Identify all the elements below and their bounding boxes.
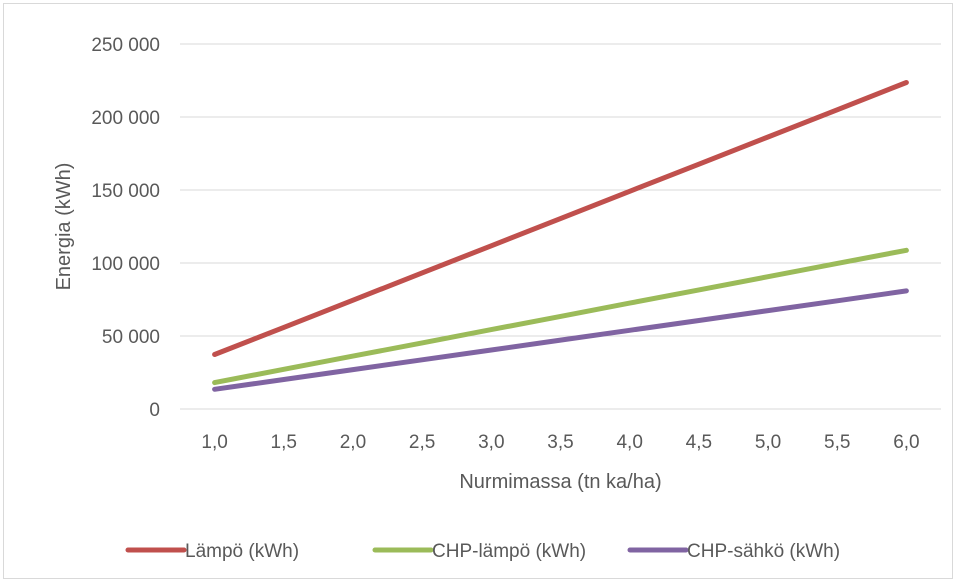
x-tick-label: 1,5	[271, 432, 297, 453]
x-tick-label: 4,0	[616, 432, 642, 453]
series-line-2	[212, 288, 909, 392]
legend-label: CHP-lämpö (kWh)	[432, 541, 586, 562]
x-axis-title: Nurmimassa (tn ka/ha)	[459, 471, 661, 493]
series-lines	[212, 80, 909, 392]
gridlines	[180, 43, 941, 337]
y-tick-label: 100 000	[91, 254, 160, 275]
x-tick-label: 3,0	[478, 432, 504, 453]
chart-area	[3, 3, 953, 579]
legend-label: Lämpö (kWh)	[185, 541, 299, 562]
y-axis-title: Energia (kWh)	[53, 163, 75, 291]
x-tick-label: 2,5	[409, 432, 435, 453]
x-tick-label: 5,5	[824, 432, 850, 453]
x-axis-ticks: 1,0 1,5 2,0 2,5 3,0 3,5 4,0 4,5 5,0 5,5 6,0	[201, 432, 919, 453]
y-tick-label: 0	[149, 400, 160, 421]
legend-label: CHP-sähkö (kWh)	[687, 541, 840, 562]
x-tick-label: 6,0	[893, 432, 919, 453]
x-tick-label: 4,5	[686, 432, 712, 453]
legend: Lämpö (kWh) CHP-lämpö (kWh) CHP-sähkö (kWh…	[125, 541, 840, 562]
series-line-0	[212, 80, 909, 357]
x-tick-label: 1,0	[201, 432, 227, 453]
y-tick-label: 250 000	[91, 35, 160, 56]
x-tick-label: 3,5	[547, 432, 573, 453]
x-tick-label: 5,0	[755, 432, 781, 453]
y-tick-label: 150 000	[91, 181, 160, 202]
x-tick-label: 2,0	[340, 432, 366, 453]
y-tick-label: 50 000	[102, 327, 160, 348]
y-axis-ticks: 0 50 000 100 000 150 000 200 000 250 000	[91, 35, 160, 421]
series-line-1	[212, 247, 909, 386]
y-tick-label: 200 000	[91, 108, 160, 129]
